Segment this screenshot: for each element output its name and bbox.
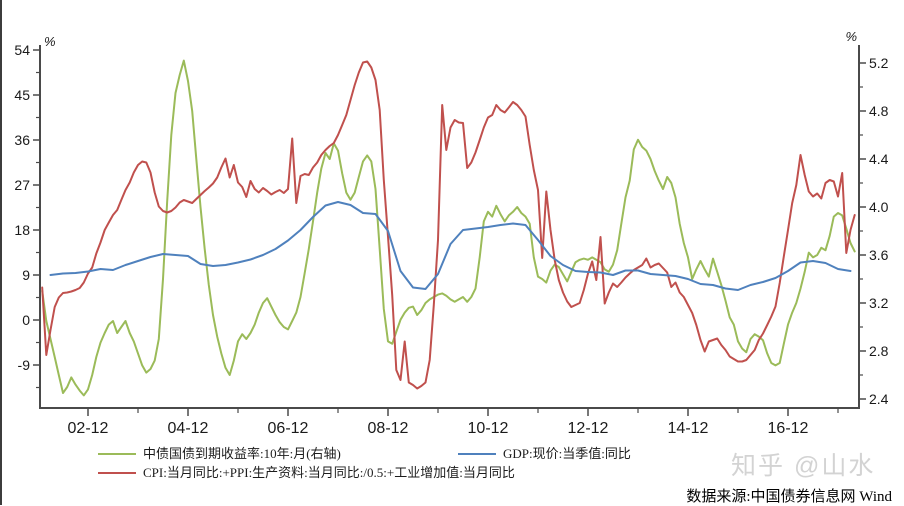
y-right-tick-label: 3.2 [869, 295, 889, 311]
y-left-tick-label: 18 [14, 222, 30, 238]
series-line-cpi-ppi-ip-composite [41, 60, 856, 390]
legend-line-green [98, 453, 136, 455]
legend-label-bond-yield: 中债国债到期收益率:10年:月(右轴) [143, 446, 341, 461]
y-right-tick-label: 4.8 [869, 103, 889, 119]
legend-label-cpi-ppi-ip: CPI:当月同比:+PPI:生产资料:当月同比:/0.5:+工业增加值:当月同比 [143, 465, 515, 480]
y-right-tick-label: 2.8 [869, 343, 889, 359]
y-right-tick-label: 2.4 [869, 391, 889, 407]
series-line-gdp-nominal-yoy [49, 201, 852, 291]
legend-line-blue [458, 453, 496, 455]
y-left-unit-label: % [44, 34, 56, 49]
data-source-text: 数据来源:中国债券信息网 Wind [686, 489, 892, 505]
legend-item-cpi-ppi-ip: CPI:当月同比:+PPI:生产资料:当月同比:/0.5:+工业增加值:当月同比 [98, 466, 515, 480]
y-right-tick-label: 5.2 [869, 55, 889, 71]
legend-line-red [98, 472, 136, 474]
y-left-tick-label: 45 [14, 87, 30, 103]
y-left-tick-label: 54 [14, 42, 30, 58]
y-right-tick-label: 4.4 [869, 151, 889, 167]
y-left-tick-label: 0 [22, 312, 30, 328]
x-tick-label: 12-12 [568, 420, 609, 437]
legend-label-gdp: GDP:现价:当季值:同比 [503, 446, 631, 461]
legend-item-bond-yield: 中债国债到期收益率:10年:月(右轴) [98, 447, 341, 461]
y-right-tick-label: 3.6 [869, 247, 889, 263]
y-right-unit-label: % [845, 29, 857, 44]
x-tick-label: 16-12 [768, 420, 809, 437]
y-left-tick-label: 27 [14, 177, 30, 193]
x-tick-label: 14-12 [668, 420, 709, 437]
zhihu-watermark: 知乎 @山水 [731, 452, 876, 480]
y-right-tick-label: 4.0 [869, 199, 889, 215]
x-tick-label: 08-12 [368, 420, 409, 437]
x-tick-label: 02-12 [68, 420, 109, 437]
legend-item-gdp: GDP:现价:当季值:同比 [458, 447, 631, 461]
series-line-cgb-10y-yield [41, 59, 856, 397]
y-left-tick-label: 36 [14, 132, 30, 148]
y-left-tick-label: -9 [18, 357, 31, 373]
y-left-tick-label: 9 [22, 267, 30, 283]
x-tick-label: 10-12 [468, 420, 509, 437]
frame-border-left [0, 0, 2, 505]
x-tick-label: 04-12 [168, 420, 209, 437]
x-tick-label: 06-12 [268, 420, 309, 437]
